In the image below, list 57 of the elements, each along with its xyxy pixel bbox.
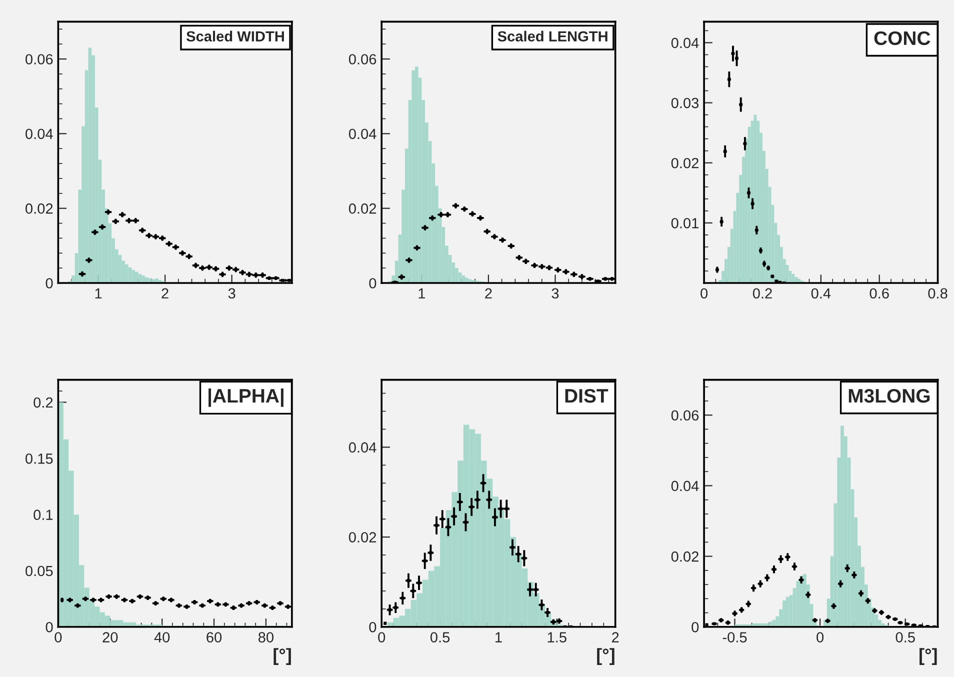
chart-title: M3LONG bbox=[848, 388, 930, 403]
x-tick-label: 3 bbox=[228, 288, 236, 299]
x-tick-label: 40 bbox=[154, 632, 170, 642]
y-tick-label: 0.02 bbox=[671, 551, 698, 562]
x-tick-label: 0.5 bbox=[430, 632, 450, 642]
x-tick-label: 2 bbox=[162, 288, 168, 298]
x-tick-label: 0.2 bbox=[752, 288, 772, 299]
x-tick-label: -0.5 bbox=[722, 632, 747, 642]
y-tick-label: 0.04 bbox=[26, 128, 53, 140]
y-tick-label: 0.05 bbox=[26, 566, 53, 576]
x-tick-label: 20 bbox=[102, 632, 118, 642]
y-tick-label: 0.06 bbox=[26, 54, 53, 64]
x-tick-label: 0.4 bbox=[811, 288, 831, 299]
y-tick-label: 0.01 bbox=[671, 218, 698, 228]
y-tick-label: 0.2 bbox=[34, 397, 53, 408]
y-tick-label: 0.15 bbox=[26, 454, 53, 464]
x-tick-label: 3 bbox=[552, 288, 559, 299]
x-tick-label: 2 bbox=[612, 632, 619, 642]
x-tick-label: 0 bbox=[816, 632, 824, 642]
x-tick-label: 0 bbox=[700, 288, 708, 299]
y-tick-label: 0 bbox=[46, 278, 53, 288]
x-tick-label: 60 bbox=[206, 632, 222, 642]
x-tick-label: 0 bbox=[378, 632, 386, 642]
y-tick-label: 0.02 bbox=[348, 532, 376, 542]
x-tick-label: 1.5 bbox=[548, 632, 566, 642]
x-tick-label: 1 bbox=[418, 288, 426, 298]
y-tick-label: 0.02 bbox=[26, 203, 53, 214]
chart-title: |ALPHA| bbox=[208, 388, 284, 407]
y-tick-label: 0.04 bbox=[671, 38, 699, 48]
y-tick-label: 0.04 bbox=[348, 442, 376, 453]
x-tick-label: 0.5 bbox=[896, 632, 915, 642]
chart-title: DIST bbox=[565, 388, 608, 403]
y-tick-label: 0 bbox=[369, 622, 376, 632]
y-tick-label: 0.04 bbox=[671, 480, 699, 492]
x-tick-label: 80 bbox=[258, 632, 274, 642]
y-tick-label: 0 bbox=[46, 622, 53, 632]
chart-title: CONC bbox=[874, 31, 930, 46]
chart-title: Scaled LENGTH bbox=[498, 30, 608, 42]
x-tick-label: 0 bbox=[54, 632, 62, 642]
y-tick-label: 0.06 bbox=[348, 54, 376, 64]
y-tick-label: 0.03 bbox=[671, 98, 699, 108]
y-tick-label: 0.02 bbox=[671, 158, 698, 168]
y-tick-label: 0.04 bbox=[348, 128, 376, 140]
x-axis-title: [°] bbox=[597, 648, 614, 665]
x-axis-title: [°] bbox=[920, 648, 937, 665]
x-tick-label: 0.8 bbox=[928, 288, 948, 299]
y-tick-label: 0 bbox=[692, 622, 699, 632]
x-tick-label: 1 bbox=[496, 632, 502, 642]
y-tick-label: 0.02 bbox=[348, 203, 376, 214]
x-tick-label: 0.6 bbox=[870, 288, 889, 299]
x-axis-title: [°] bbox=[274, 648, 291, 665]
chart-title: Scaled WIDTH bbox=[186, 30, 284, 42]
y-tick-label: 0 bbox=[369, 278, 376, 288]
x-tick-label: 2 bbox=[485, 288, 492, 298]
x-tick-label: 1 bbox=[95, 288, 102, 298]
y-tick-label: 0.06 bbox=[671, 410, 699, 421]
y-tick-label: 0.1 bbox=[34, 510, 53, 520]
